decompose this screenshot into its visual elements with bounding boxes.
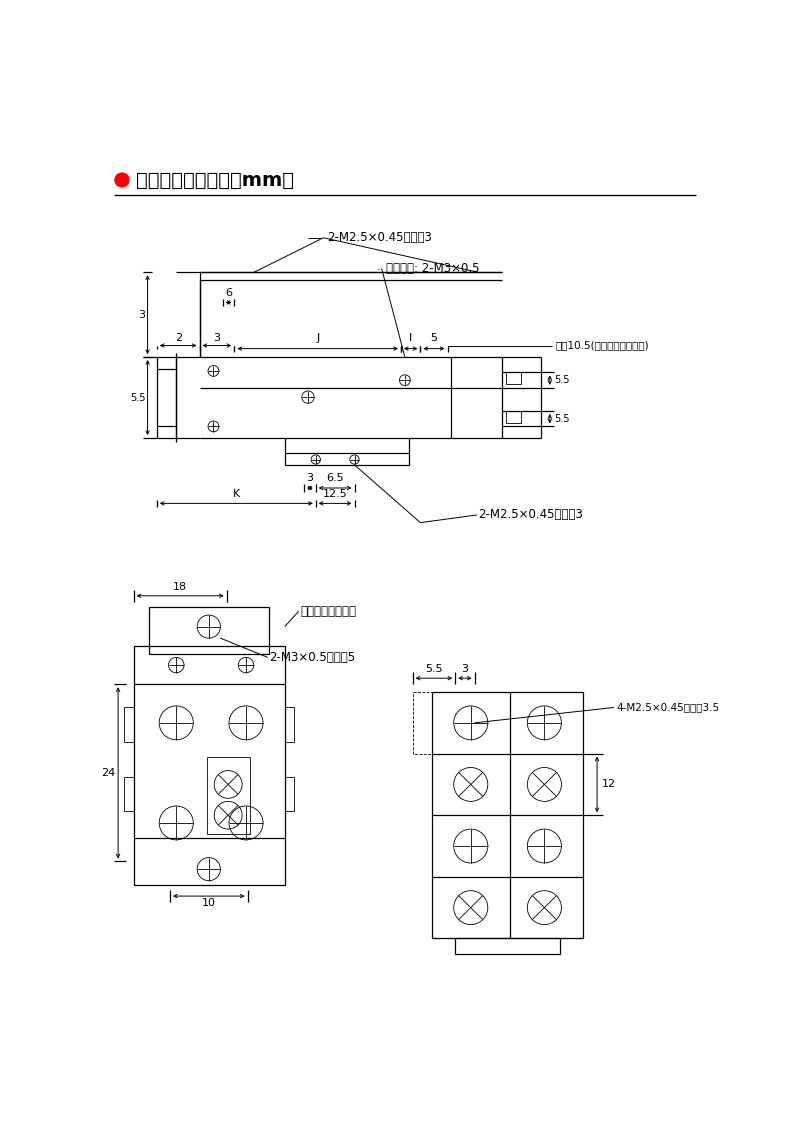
Bar [284, 777, 294, 811]
Text: 2-M3×0.5螺紋深5: 2-M3×0.5螺紋深5 [269, 650, 356, 664]
Text: 5.5: 5.5 [555, 375, 570, 385]
Bar [506, 373, 521, 384]
Bar [506, 411, 521, 422]
Text: 2: 2 [175, 334, 182, 343]
Bar [455, 938, 560, 954]
Text: K: K [233, 489, 240, 499]
Text: 2-M2.5×0.45螺紋深3: 2-M2.5×0.45螺紋深3 [327, 232, 432, 244]
Bar [207, 757, 250, 835]
Text: 4-M2.5×0.45螺紋深3.5: 4-M2.5×0.45螺紋深3.5 [616, 702, 720, 712]
Text: J: J [316, 334, 319, 343]
Bar [134, 646, 284, 884]
Bar [149, 608, 269, 654]
Text: 6.5: 6.5 [326, 474, 344, 483]
Text: 6: 6 [225, 288, 232, 298]
Text: 外形尺寸参数（毫米mm）: 外形尺寸参数（毫米mm） [136, 171, 294, 189]
Text: 3: 3 [138, 310, 145, 320]
Bar [432, 692, 583, 938]
Text: 5.5: 5.5 [555, 414, 570, 423]
Bar [124, 708, 134, 742]
Text: 18: 18 [173, 582, 187, 592]
Text: I: I [409, 334, 412, 343]
Text: 3: 3 [307, 474, 314, 483]
Text: 3: 3 [213, 334, 220, 343]
Circle shape [115, 173, 129, 187]
Bar [412, 692, 583, 754]
Text: 5: 5 [431, 334, 438, 343]
Text: 5.5: 5.5 [130, 392, 145, 403]
Text: 12: 12 [602, 780, 616, 789]
Text: 3: 3 [461, 664, 468, 674]
Bar [124, 777, 134, 811]
Text: 24: 24 [101, 767, 115, 778]
Bar [284, 708, 294, 742]
Text: 5.5: 5.5 [425, 664, 442, 674]
Text: 接管口徑: 2-M3×0.5: 接管口徑: 2-M3×0.5 [386, 262, 479, 275]
Text: 12.5: 12.5 [323, 489, 348, 499]
Text: 前端行程調整裝置: 前端行程調整裝置 [300, 604, 356, 618]
Text: 2-M2.5×0.45螺紋深3: 2-M2.5×0.45螺紋深3 [479, 508, 583, 522]
Text: 最圐10.5(後端行程調整裝置): 最圐10.5(後端行程調整裝置) [556, 341, 649, 351]
Text: 10: 10 [201, 898, 216, 908]
